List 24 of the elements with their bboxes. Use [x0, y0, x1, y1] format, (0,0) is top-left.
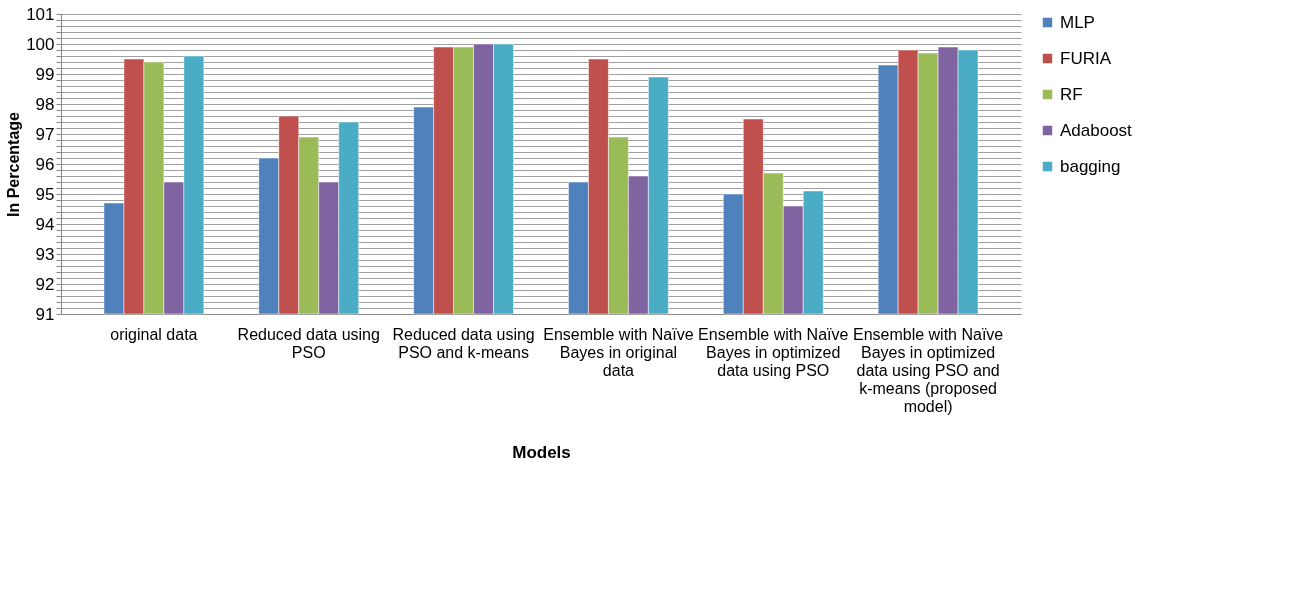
x-tick-label: Ensemble with Naïve Bayes in optimized data using PSO	[698, 325, 849, 379]
y-tick-label: 98	[35, 94, 55, 114]
y-tick-label: 99	[35, 64, 55, 84]
legend-label: FURIA	[1060, 48, 1112, 68]
y-tick-label: 101	[26, 4, 55, 24]
y-tick-label: 94	[35, 214, 55, 234]
y-tick-label: 93	[35, 244, 55, 264]
y-tick-label: 97	[35, 124, 55, 144]
y-tick-label: 96	[35, 154, 55, 174]
y-tick-label: 92	[35, 274, 55, 294]
x-tick-label: Ensemble with Naïve Bayes in optimized data using PSO and k-means (proposed model)	[852, 325, 1004, 415]
legend-label: bagging	[1060, 156, 1121, 176]
y-tick-label: 91	[35, 304, 55, 324]
y-axis-title: In Percentage	[5, 111, 23, 217]
y-tick-label: 95	[35, 184, 55, 204]
legend-label: MLP	[1060, 12, 1095, 32]
y-tick-label: 100	[26, 34, 55, 54]
x-tick-label: Ensemble with Naïve Bayes in original data	[543, 325, 694, 379]
x-tick-label: Reduced data using PSO and k-means	[392, 325, 535, 361]
legend-label: Adaboost	[1060, 120, 1133, 140]
x-tick-label: Reduced data using PSO	[237, 325, 380, 361]
legend-label: RF	[1060, 84, 1083, 104]
x-tick-label: original data	[110, 325, 198, 343]
x-axis-title: Models	[512, 442, 571, 462]
